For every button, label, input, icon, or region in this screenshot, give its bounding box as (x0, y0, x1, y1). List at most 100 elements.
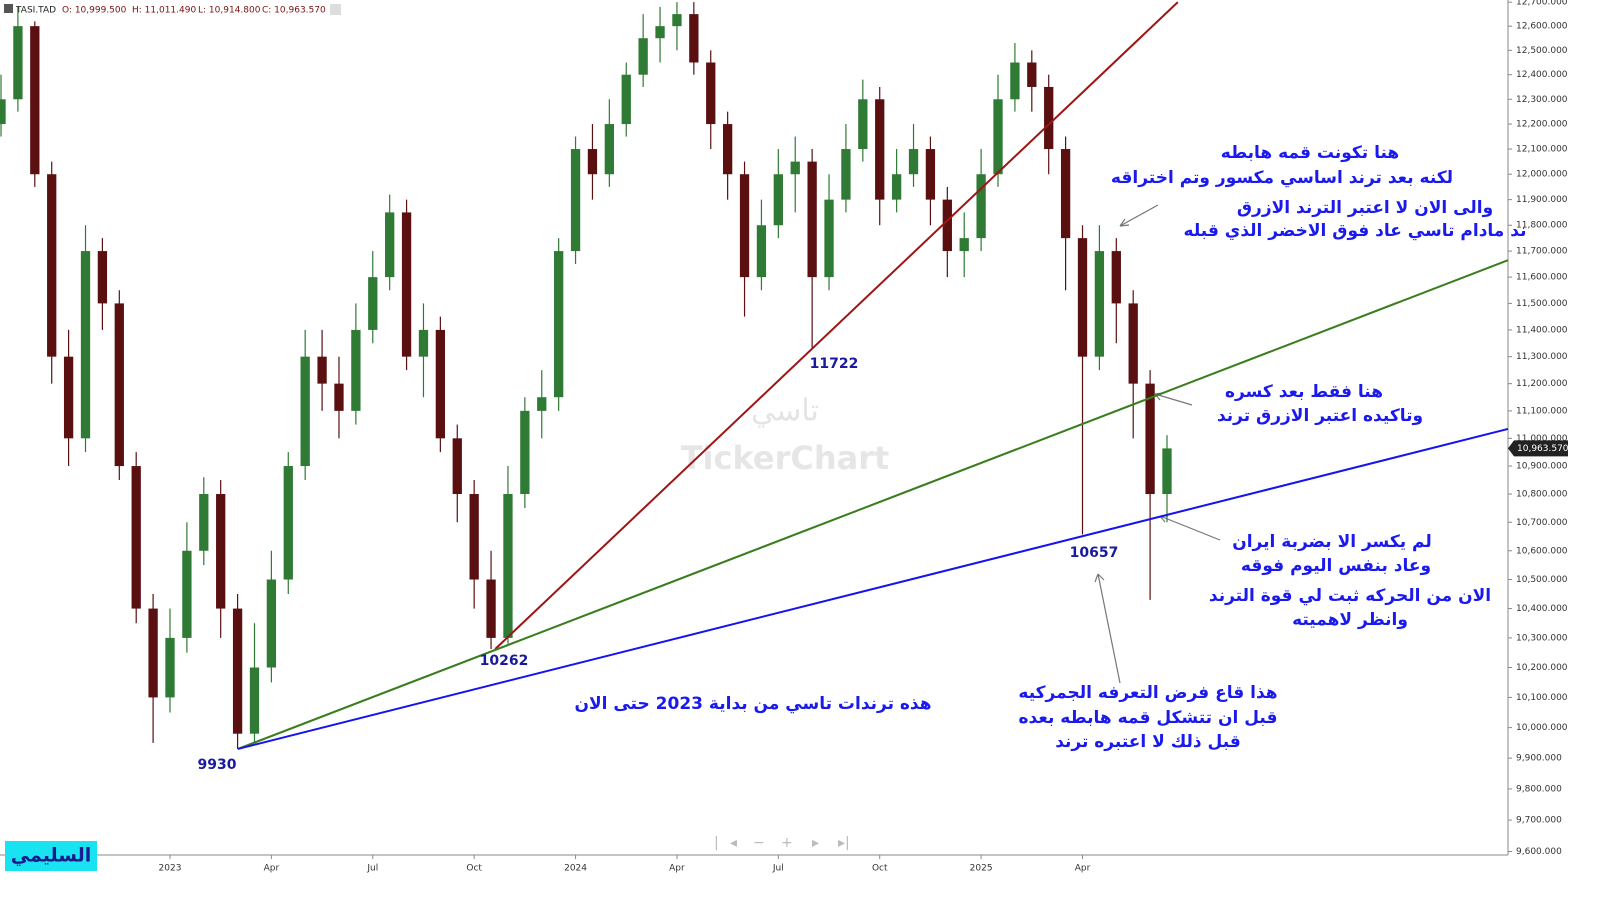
y-tick-label: 9,600.000 (1516, 847, 1562, 857)
candle-body (80, 251, 91, 439)
candle-body (503, 494, 513, 638)
candle-body (570, 149, 581, 252)
ohlc-value: C: 10,963.570 (262, 6, 326, 16)
annotation: قبل ذلك لا اعتبره ترند (1055, 732, 1241, 752)
annotation: هذه ترندات تاسي من بداية 2023 حتى الان (574, 694, 931, 714)
candle-body (908, 149, 919, 175)
candle-body (114, 303, 124, 467)
candle-body (773, 174, 783, 226)
candle-body (655, 26, 665, 39)
arrow (1094, 573, 1121, 684)
candle-body (858, 99, 868, 150)
candle-body (722, 124, 733, 175)
candle-body (385, 212, 395, 278)
candle-body (925, 149, 936, 200)
candle-body (1027, 62, 1037, 87)
ohlc-value: L: 10,914.800 (198, 6, 261, 16)
candle-body (976, 174, 986, 239)
candle-body (199, 494, 209, 551)
nav-right[interactable]: ▸ (812, 835, 819, 851)
candle-body (1145, 383, 1155, 495)
point-label: 11722 (810, 356, 859, 372)
nav-zoom-out[interactable]: − (753, 835, 765, 851)
x-tick-label: 2023 (159, 864, 182, 874)
x-tick-label: Apr (669, 864, 685, 874)
x-tick-label: Apr (264, 864, 280, 874)
candle-body (401, 212, 412, 357)
trendline (494, 1, 1179, 650)
candle-body (283, 466, 293, 580)
nav-zoom-in[interactable]: + (781, 835, 793, 851)
candle-body (1077, 238, 1088, 357)
x-tick-label: Jul (772, 864, 784, 874)
y-tick-label: 12,300.000 (1516, 95, 1568, 105)
arrow (1119, 204, 1159, 227)
candle-body (959, 238, 969, 252)
y-tick-label: 11,100.000 (1516, 406, 1568, 416)
candle-body (537, 397, 547, 411)
candle-body (47, 174, 57, 357)
candle-body (942, 199, 952, 252)
y-tick-label: 10,000.000 (1516, 723, 1568, 733)
candle-body (824, 199, 834, 278)
y-tick-label: 12,700.000 (1516, 0, 1568, 8)
trendline (237, 427, 1509, 750)
nav-left[interactable]: ◂ (730, 835, 737, 851)
candle-body (452, 438, 462, 495)
candle-body (469, 494, 479, 580)
candle-body (232, 608, 243, 734)
candle-body (0, 99, 6, 125)
annotation: لكنه بعد ترند اساسي مكسور وتم اختراقه (1111, 168, 1453, 188)
y-tick-label: 10,900.000 (1516, 462, 1568, 472)
y-tick-label: 10,600.000 (1516, 546, 1568, 556)
annotation: وتاكيده اعتبر الازرق ترند (1217, 406, 1423, 426)
y-tick-label: 11,700.000 (1516, 247, 1568, 257)
annotation: هذا قاع فرض التعرفه الجمركيه (1018, 683, 1277, 703)
candle-body (807, 161, 817, 278)
y-tick-label: 11,300.000 (1516, 352, 1568, 362)
x-tick-label: Oct (466, 864, 482, 874)
x-tick-label: 2024 (564, 864, 587, 874)
y-tick-label: 11,400.000 (1516, 325, 1568, 335)
ohlc-value: O: 10,999.500 (62, 6, 127, 16)
y-tick-label: 9,700.000 (1516, 816, 1562, 826)
candle-body (1111, 251, 1121, 304)
y-tick-label: 11,000.000 (1516, 434, 1568, 444)
header-menu[interactable] (330, 4, 341, 15)
y-tick-label: 10,700.000 (1516, 518, 1568, 528)
nav-end[interactable]: ▸| (838, 835, 850, 851)
candle-body (30, 26, 40, 175)
annotation: الان من الحركه ثبت لي قوة الترند (1209, 586, 1491, 606)
candle-body (435, 329, 446, 439)
nav-buttons[interactable]: | ◂ − + ▸ ▸| (714, 835, 850, 851)
annotation: ند مادام تاسي عاد فوق الاخضر الذي قبله (1184, 221, 1527, 241)
candle-body (790, 161, 800, 175)
candle-body (891, 174, 902, 200)
candle-body (875, 99, 885, 200)
ohlc-value: H: 11,011.490 (132, 6, 196, 16)
candle-body (368, 277, 378, 330)
candle-body (638, 38, 648, 75)
y-tick-label: 11,600.000 (1516, 273, 1568, 283)
nav-sep: | (714, 835, 719, 851)
point-label: 9930 (198, 757, 237, 773)
candle-body (993, 99, 1003, 175)
candle-body (554, 251, 564, 398)
annotation: قبل ان تتشكل قمه هابطه بعده (1019, 708, 1278, 728)
candle-body (63, 356, 74, 439)
x-tick-label: 2025 (970, 864, 993, 874)
candle-body (97, 251, 108, 304)
watermark-arabic: تاسي (751, 394, 819, 429)
x-tick-label: Jul (366, 864, 378, 874)
last-price-label: 10,963.570 (1517, 444, 1569, 454)
candle-body (587, 149, 598, 175)
trendline (237, 259, 1509, 750)
annotation: وانظر لاهميته (1292, 610, 1408, 630)
annotation: والى الان لا اعتبر الترند الازرق (1237, 198, 1493, 218)
candle-body (520, 410, 530, 495)
candle-body (131, 466, 141, 609)
candle-body (621, 74, 631, 125)
